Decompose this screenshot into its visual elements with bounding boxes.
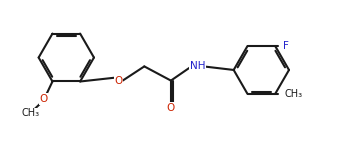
Text: O: O <box>167 103 175 113</box>
Text: CH₃: CH₃ <box>285 89 303 99</box>
Text: CH₃: CH₃ <box>21 108 39 118</box>
Text: O: O <box>114 76 122 86</box>
Text: NH: NH <box>190 61 205 71</box>
Text: O: O <box>40 94 48 104</box>
Text: F: F <box>283 41 289 51</box>
